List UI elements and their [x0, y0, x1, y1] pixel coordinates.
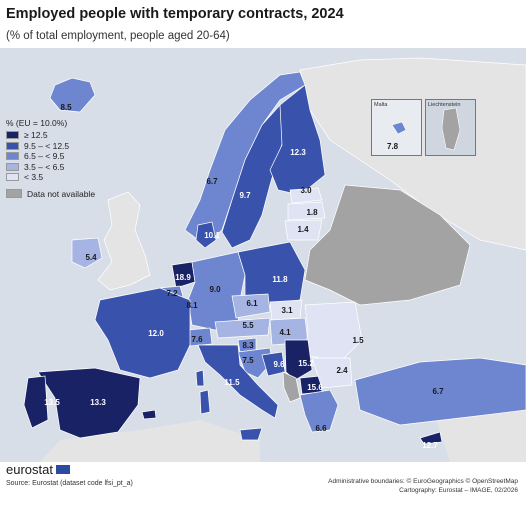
value-label-slovakia: 3.1	[281, 306, 293, 315]
value-label-portugal: 13.5	[44, 398, 60, 407]
inset-malta-name: Malta	[374, 102, 388, 108]
liechtenstein-shape	[441, 107, 461, 151]
legend-swatch	[6, 131, 19, 140]
value-label-greece: 6.6	[315, 424, 327, 433]
legend-row: 6.5 – < 9.5	[6, 151, 95, 162]
legend-label: < 3.5	[24, 172, 44, 183]
legend-swatch	[6, 141, 19, 150]
region-iceland	[49, 77, 96, 113]
value-label-netherlands: 18.9	[175, 273, 191, 282]
malta-shape	[391, 121, 407, 135]
legend-row: ≥ 12.5	[6, 130, 95, 141]
value-label-slovenia: 8.3	[242, 341, 254, 350]
legend-title: % (EU = 10.0%)	[6, 118, 68, 128]
value-label-latvia: 1.8	[306, 208, 318, 217]
region-bulgaria	[311, 357, 353, 389]
legend-label: 9.5 – < 12.5	[24, 140, 70, 151]
value-label-germany: 9.0	[209, 285, 221, 294]
value-label-lithuania: 1.4	[297, 225, 309, 234]
region-italy	[197, 344, 279, 419]
region-denmark	[195, 221, 217, 249]
value-label-belgium: 7.2	[166, 289, 178, 298]
source-note: Source: Eurostat (dataset code lfsi_pt_a…	[6, 480, 133, 487]
legend-label-na: Data not available	[27, 188, 96, 199]
legend-row: 3.5 – < 6.5	[6, 162, 95, 173]
legend-swatch	[6, 162, 19, 171]
eurostat-logo: eurostat	[6, 462, 70, 477]
region-serbia	[284, 339, 313, 381]
region-sardinia	[199, 389, 211, 415]
region-bosnia	[261, 351, 286, 377]
credits-cartography: Cartography: Eurostat – IMAGE, 02/2026	[399, 487, 518, 494]
land-north-africa	[40, 420, 260, 462]
credits: Administrative boundaries: © EuroGeograp…	[328, 477, 518, 495]
credits-boundaries: Administrative boundaries: © EuroGeograp…	[328, 478, 518, 485]
value-label-romania: 1.5	[352, 336, 364, 345]
value-label-serbia: 15.2	[298, 359, 314, 368]
legend-row-not-available: Data not available	[6, 189, 95, 200]
map-subtitle: (% of total employment, people aged 20-6…	[6, 30, 230, 42]
region-sicily	[239, 427, 263, 441]
eu-flag-icon	[55, 465, 70, 474]
region-greece	[299, 389, 339, 433]
label-malta: 7.8	[387, 142, 399, 151]
value-label-luxembourg: 8.1	[186, 301, 198, 310]
region-cyprus	[419, 431, 443, 445]
value-label-sweden: 9.7	[239, 191, 251, 200]
value-label-turkey: 6.7	[432, 387, 444, 396]
value-label-france: 12.0	[148, 329, 164, 338]
legend-swatch	[6, 152, 19, 161]
region-czechia	[231, 293, 271, 319]
legend-swatch	[6, 173, 19, 182]
region-ireland	[71, 237, 103, 269]
logo-text: eurostat	[6, 462, 53, 477]
value-label-norway: 6.7	[206, 177, 218, 186]
land-uk	[97, 191, 151, 291]
region-latvia	[287, 201, 326, 221]
region-montenegro-albania	[282, 371, 301, 403]
value-label-switzerland: 7.6	[191, 335, 203, 344]
value-label-ireland: 5.4	[85, 253, 97, 262]
value-label-denmark: 10.1	[204, 231, 220, 240]
land-ukraine-belarus	[304, 184, 471, 306]
inset-liechtenstein: Liechtenstein	[425, 99, 476, 156]
map-title: Employed people with temporary contracts…	[6, 6, 344, 22]
value-label-finland: 12.3	[290, 148, 306, 157]
region-portugal	[23, 375, 49, 429]
legend-label: 3.5 – < 6.5	[24, 161, 65, 172]
value-label-north-macedonia: 15.6	[307, 383, 323, 392]
inset-liechtenstein-name: Liechtenstein	[428, 102, 461, 108]
value-label-bulgaria: 2.4	[336, 366, 348, 375]
value-label-croatia: 7.5	[242, 356, 254, 365]
region-turkey	[354, 357, 526, 426]
region-balearic	[141, 409, 157, 420]
legend-label: 6.5 – < 9.5	[24, 151, 65, 162]
map-legend: % (EU = 10.0%) ≥ 12.5 9.5 – < 12.5 6.5 –…	[6, 118, 95, 199]
region-lithuania	[284, 219, 323, 241]
value-label-poland: 11.8	[272, 275, 288, 284]
legend-swatch-na	[6, 189, 22, 199]
value-label-bosnia: 9.6	[273, 360, 285, 369]
legend-label: ≥ 12.5	[24, 130, 48, 141]
value-label-spain: 13.3	[90, 398, 106, 407]
value-label-iceland: 8.5	[60, 103, 72, 112]
region-finland	[269, 84, 326, 196]
value-label-austria: 5.5	[242, 321, 254, 330]
region-estonia	[289, 187, 323, 204]
region-austria	[214, 317, 271, 339]
value-label-cyprus: 12.7	[422, 441, 438, 450]
value-label-hungary: 4.1	[279, 328, 291, 337]
value-label-estonia: 3.0	[300, 186, 312, 195]
inset-malta: Malta 7.8	[371, 99, 422, 156]
value-label-italy: 11.5	[224, 378, 240, 387]
region-spain	[37, 367, 141, 439]
region-france	[94, 287, 191, 379]
legend-row: 9.5 – < 12.5	[6, 141, 95, 152]
value-label-czechia: 6.1	[246, 299, 258, 308]
region-corsica	[195, 369, 205, 387]
legend-row: < 3.5	[6, 172, 95, 183]
